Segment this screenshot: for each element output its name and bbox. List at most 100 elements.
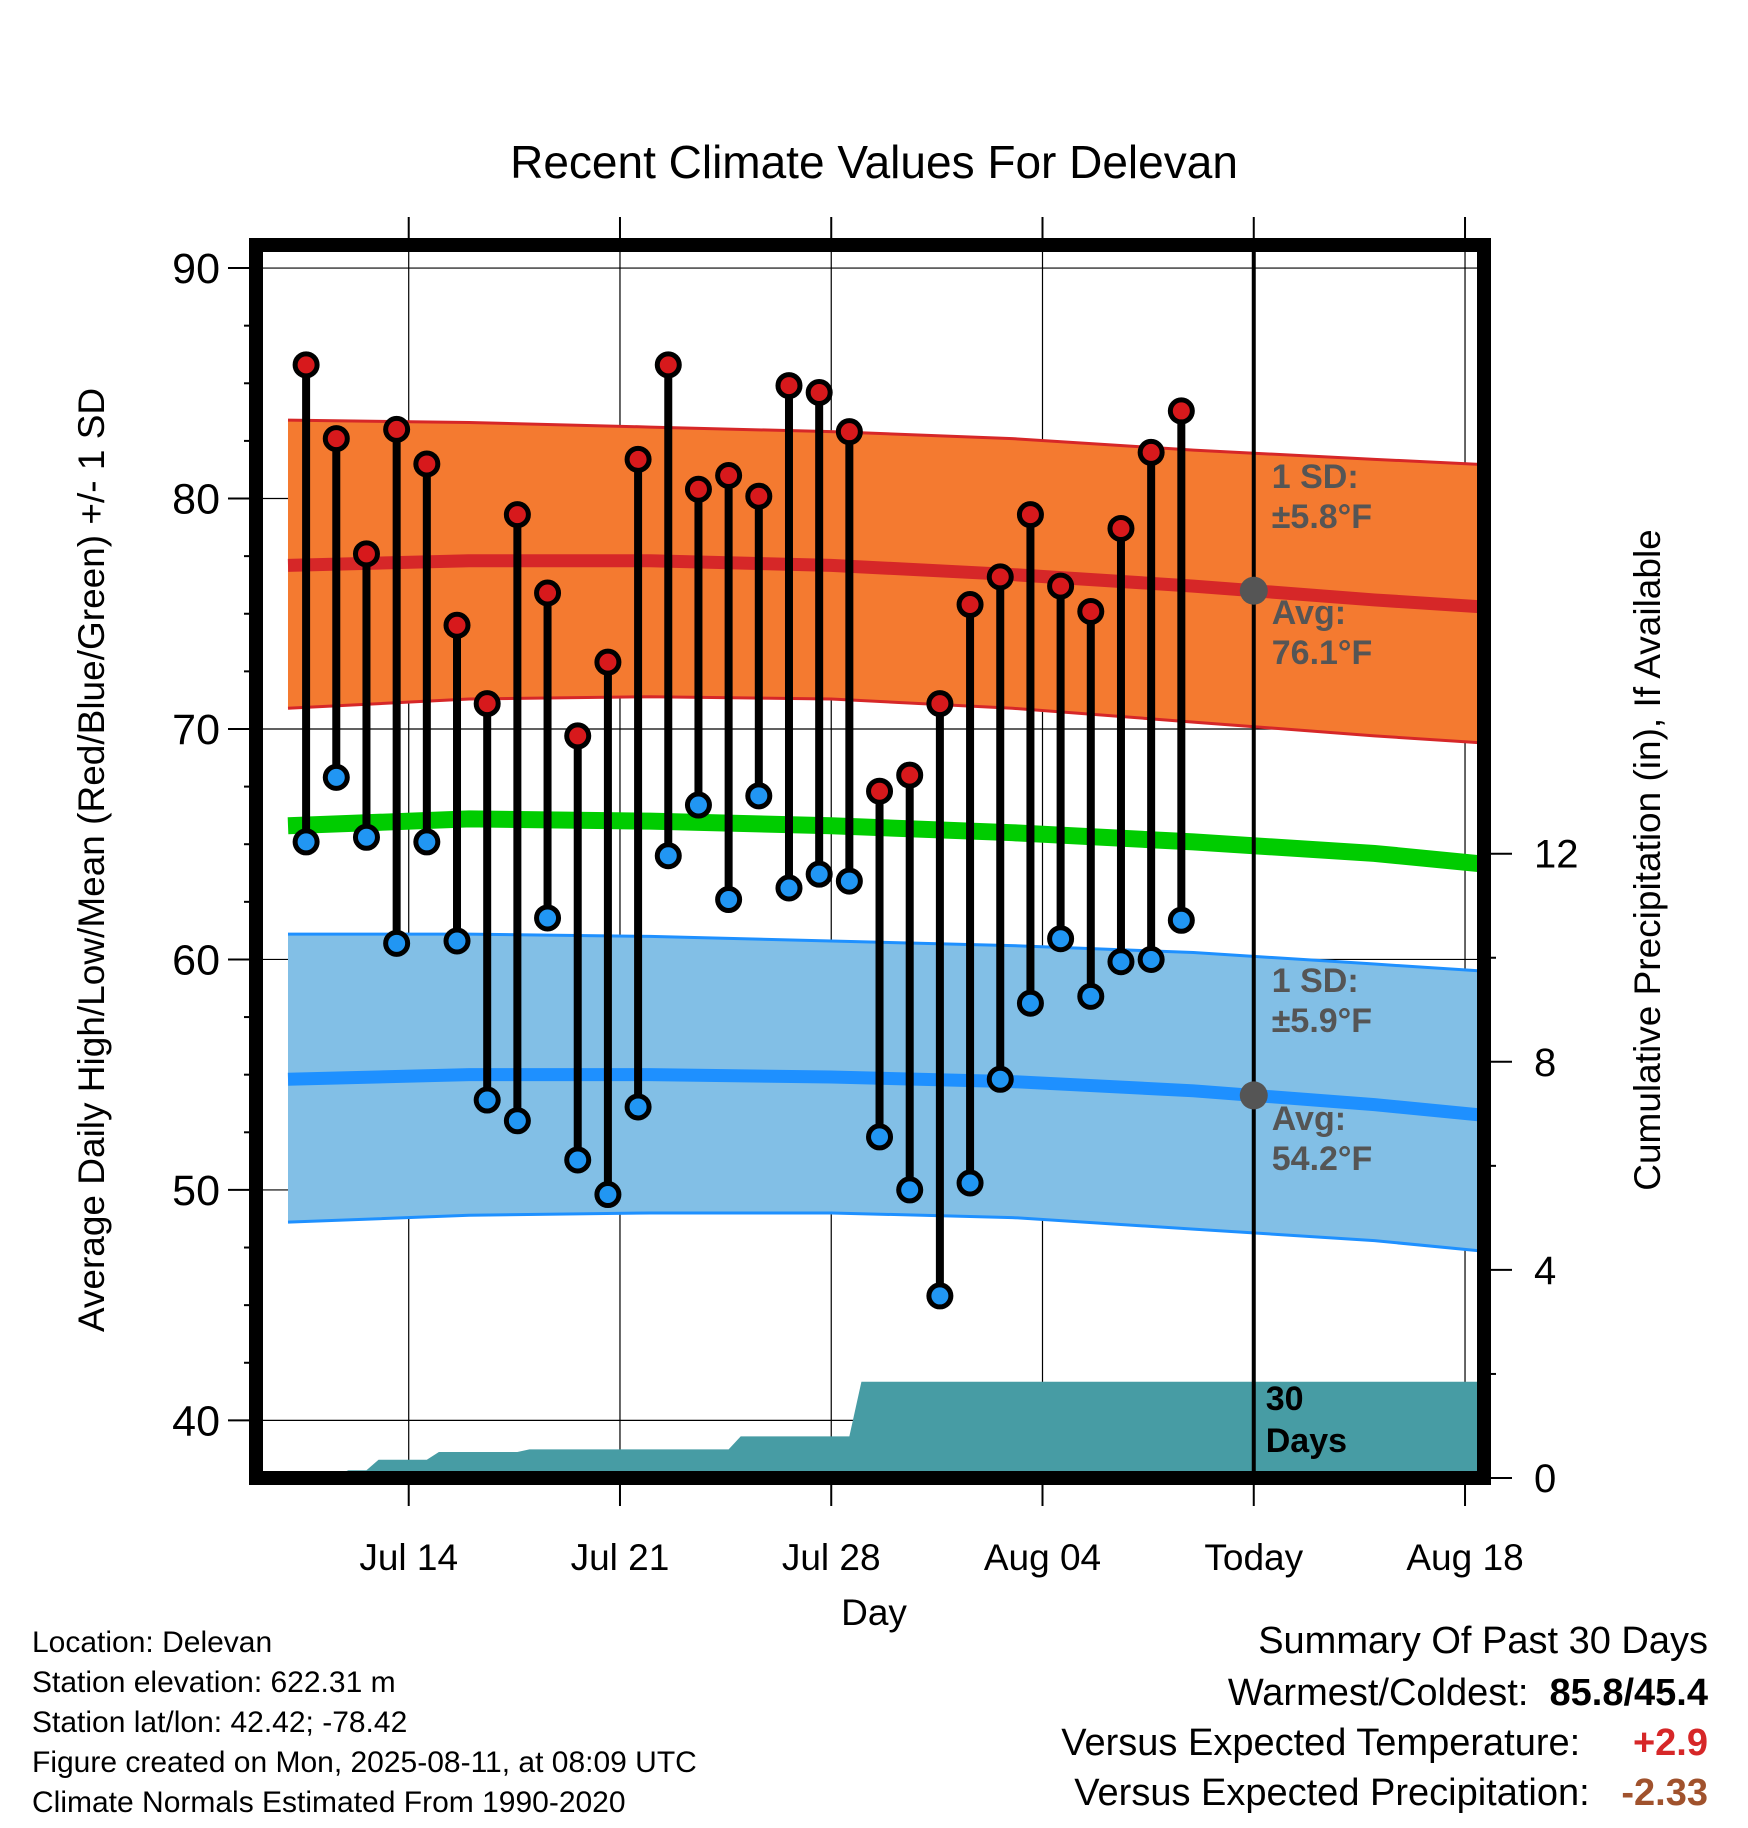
daily-high-point (986, 563, 1014, 591)
x-tick-label: Jul 28 (782, 1537, 881, 1578)
daily-low-point (1107, 948, 1135, 976)
daily-high-point (443, 611, 471, 639)
daily-high-point (805, 378, 833, 406)
high-sd-value: ±5.8°F (1272, 498, 1372, 536)
daily-low-point (443, 927, 471, 955)
info-normals: Climate Normals Estimated From 1990-2020 (32, 1786, 626, 1819)
normal-low-sd-band (288, 934, 1484, 1252)
today-high-avg-marker (1239, 576, 1268, 605)
daily-high-point (926, 690, 954, 718)
daily-low-point (473, 1086, 501, 1114)
summary-precip-value: -2.33 (1621, 1772, 1708, 1814)
y-tick-label: 90 (172, 245, 220, 293)
daily-low-point (564, 1146, 592, 1174)
daily-low-point (956, 1169, 984, 1197)
x-axis-label: Day (841, 1592, 907, 1633)
info-created: Figure created on Mon, 2025-08-11, at 08… (32, 1746, 697, 1779)
info-elevation: Station elevation: 622.31 m (32, 1666, 396, 1699)
daily-high-point (624, 445, 652, 473)
daily-high-point (1077, 597, 1105, 625)
daily-high-point (866, 777, 894, 805)
daily-high-point (413, 450, 441, 478)
normal-high-line (287, 554, 1484, 614)
y2-tick-label: 12 (1534, 833, 1579, 877)
y2-tick-label: 0 (1534, 1457, 1556, 1501)
summary-precip-label: Versus Expected Precipitation: (1074, 1772, 1590, 1814)
low-sd-value: ±5.9°F (1272, 1002, 1372, 1040)
daily-low-point (805, 860, 833, 888)
daily-low-point (352, 823, 380, 851)
daily-low-point (1077, 982, 1105, 1010)
x-tick-label: Jul 14 (359, 1537, 458, 1578)
daily-high-point (503, 501, 531, 529)
y-tick-label: 40 (172, 1397, 220, 1445)
x-tick-label: Today (1204, 1537, 1303, 1578)
daily-high-point (896, 761, 924, 789)
normal-low-upper-line (288, 932, 1484, 973)
daily-low-point (654, 842, 682, 870)
daily-low-point (594, 1181, 622, 1209)
daily-low-point (1167, 906, 1195, 934)
y2-tick-label: 8 (1534, 1041, 1556, 1085)
summary-temp-label: Versus Expected Temperature: (1061, 1722, 1581, 1764)
daily-low-point (745, 782, 773, 810)
precipitation-area (288, 1381, 1484, 1478)
daily-high-point (956, 591, 984, 619)
daily-high-point (1016, 501, 1044, 529)
daily-high-point (654, 351, 682, 379)
high-avg-value: 76.1°F (1272, 634, 1373, 672)
daily-high-point (383, 415, 411, 443)
y-tick-label: 80 (172, 476, 220, 524)
x-tick-label: Aug 18 (1406, 1537, 1523, 1578)
days-count-label: 30 (1266, 1380, 1304, 1418)
daily-low-point (866, 1123, 894, 1151)
daily-low-point (413, 828, 441, 856)
daily-high-point (473, 690, 501, 718)
info-latlon: Station lat/lon: 42.42; -78.42 (32, 1706, 408, 1739)
y-tick-label: 50 (172, 1167, 220, 1215)
daily-high-point (1167, 397, 1195, 425)
daily-high-point (835, 418, 863, 446)
daily-high-point (715, 461, 743, 489)
high-avg-label: Avg: (1272, 594, 1346, 632)
plot-frame (249, 238, 1491, 1485)
x-tick-label: Jul 21 (571, 1537, 670, 1578)
days-word-label: Days (1266, 1422, 1347, 1460)
summary-temp-value: +2.9 (1632, 1722, 1708, 1764)
normal-low-lower-line (287, 1211, 1484, 1253)
y-axis-label: Average Daily High/Low/Mean (Red/Blue/Gr… (71, 388, 112, 1332)
y-tick-label: 60 (172, 936, 220, 984)
daily-low-point (896, 1176, 924, 1204)
daily-low-point (534, 904, 562, 932)
y2-axis-label: Cumulative Precipitation (in), If Availa… (1627, 529, 1668, 1191)
daily-low-point (624, 1093, 652, 1121)
normal-low-line (287, 1068, 1484, 1122)
summary-temp: Versus Expected Temperature: +2.9 (1061, 1722, 1708, 1765)
today-low-avg-marker (1239, 1081, 1268, 1110)
daily-low-point (322, 763, 350, 791)
daily-low-point (1137, 945, 1165, 973)
daily-high-point (745, 482, 773, 510)
daily-low-point (775, 874, 803, 902)
daily-low-point (1016, 989, 1044, 1017)
chart-title: Recent Climate Values For Delevan (510, 136, 1238, 188)
summary-warmest-value: 85.8/45.4 (1549, 1672, 1708, 1714)
daily-high-point (684, 475, 712, 503)
daily-high-point (1137, 438, 1165, 466)
summary-warmest-label: Warmest/Coldest: (1227, 1672, 1529, 1714)
daily-high-point (1047, 572, 1075, 600)
low-avg-value: 54.2°F (1272, 1140, 1373, 1178)
normal-high-upper-line (287, 418, 1484, 467)
daily-high-point (564, 722, 592, 750)
summary-warmest: Warmest/Coldest: 85.8/45.4 (1228, 1672, 1708, 1715)
daily-low-point (503, 1107, 531, 1135)
low-avg-label: Avg: (1272, 1100, 1346, 1138)
daily-low-point (835, 867, 863, 895)
daily-low-point (926, 1282, 954, 1310)
daily-high-point (594, 648, 622, 676)
daily-low-point (1047, 925, 1075, 953)
low-sd-label: 1 SD: (1272, 962, 1359, 1000)
